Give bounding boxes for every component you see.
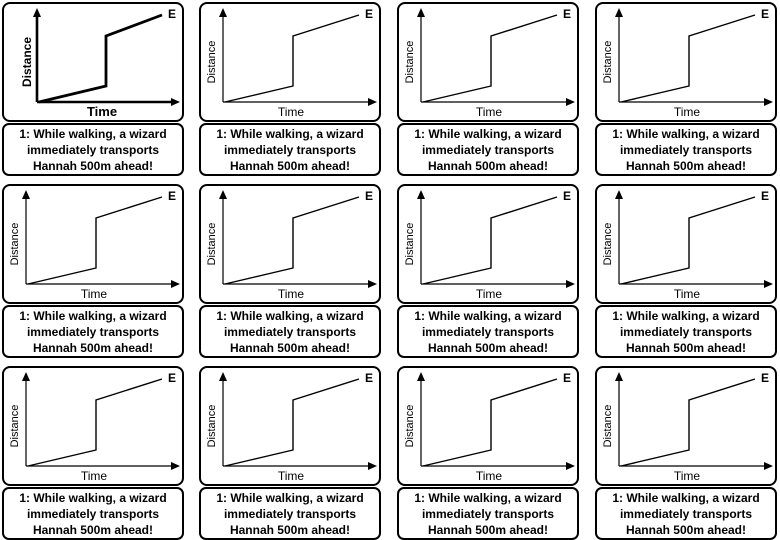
y-axis-label: Distance [602, 41, 614, 84]
graph-panel: E Time Distance [397, 2, 579, 122]
journey-line [422, 14, 558, 103]
end-point-label: E [761, 7, 769, 21]
graph-panel: E Time Distance [199, 2, 381, 122]
end-point-label: E [365, 371, 373, 385]
distance-time-graph: E Time Distance [9, 189, 180, 301]
x-axis-label: Time [476, 469, 503, 483]
journey-line [224, 196, 360, 285]
scenario-caption: 1: While walking, a wizard immediately t… [216, 490, 364, 537]
caption-panel: 1: While walking, a wizard immediately t… [595, 305, 777, 358]
graph-panel: E Time Distance [199, 366, 381, 486]
y-axis-label: Distance [206, 405, 218, 448]
graph-panel: E Time Distance [595, 2, 777, 122]
caption-panel: 1: While walking, a wizard immediately t… [397, 487, 579, 540]
distance-time-graph: E Time Distance [206, 7, 377, 119]
end-point-label: E [563, 189, 571, 203]
x-axis-label: Time [278, 105, 305, 119]
caption-panel: 1: While walking, a wizard immediately t… [595, 487, 777, 540]
y-axis-label: Distance [404, 405, 416, 448]
distance-time-graph: E Time Distance [404, 189, 575, 301]
caption-panel: 1: While walking, a wizard immediately t… [199, 123, 381, 176]
scenario-caption: 1: While walking, a wizard immediately t… [414, 308, 562, 355]
caption-panel: 1: While walking, a wizard immediately t… [2, 305, 184, 358]
distance-time-graph: E Time Distance [602, 189, 773, 301]
scenario-caption: 1: While walking, a wizard immediately t… [19, 490, 167, 537]
end-point-label: E [365, 189, 373, 203]
end-point-label: E [365, 7, 373, 21]
scenario-caption: 1: While walking, a wizard immediately t… [216, 126, 364, 173]
distance-time-graph: E Time Distance [602, 7, 773, 119]
journey-line [27, 196, 163, 285]
y-axis-label: Distance [602, 405, 614, 448]
caption-panel: 1: While walking, a wizard immediately t… [595, 123, 777, 176]
journey-line [620, 196, 756, 285]
caption-panel: 1: While walking, a wizard immediately t… [397, 305, 579, 358]
journey-line [422, 378, 558, 467]
scenario-caption: 1: While walking, a wizard immediately t… [414, 490, 562, 537]
y-axis-label: Distance [404, 223, 416, 266]
scenario-caption: 1: While walking, a wizard immediately t… [19, 126, 167, 173]
x-axis-label: Time [81, 469, 108, 483]
journey-line [27, 378, 163, 467]
end-point-label: E [563, 7, 571, 21]
caption-panel: 1: While walking, a wizard immediately t… [2, 123, 184, 176]
end-point-label: E [168, 189, 176, 203]
caption-panel: 1: While walking, a wizard immediately t… [397, 123, 579, 176]
y-axis-label: Distance [9, 223, 21, 266]
journey-line [620, 14, 756, 103]
graph-panel: E Time Distance [397, 184, 579, 304]
end-point-label: E [761, 189, 769, 203]
y-axis-label: Distance [602, 223, 614, 266]
end-point-label: E [563, 371, 571, 385]
y-axis-label: Distance [206, 223, 218, 266]
graph-panel: E Time Distance [2, 366, 184, 486]
y-axis-label: Distance [9, 405, 21, 448]
x-axis-label: Time [278, 469, 305, 483]
journey-line [620, 378, 756, 467]
x-axis-label: Time [674, 105, 701, 119]
caption-panel: 1: While walking, a wizard immediately t… [199, 305, 381, 358]
x-axis-label: Time [87, 104, 117, 119]
y-axis-label: Distance [20, 37, 34, 87]
x-axis-label: Time [674, 469, 701, 483]
x-axis-label: Time [278, 287, 305, 301]
journey-line [224, 378, 360, 467]
graph-panel: E Time Distance [397, 366, 579, 486]
distance-time-graph: E Time Distance [20, 7, 180, 119]
scenario-caption: 1: While walking, a wizard immediately t… [414, 126, 562, 173]
scenario-caption: 1: While walking, a wizard immediately t… [216, 308, 364, 355]
x-axis-label: Time [476, 287, 503, 301]
y-axis-label: Distance [206, 41, 218, 84]
x-axis-label: Time [674, 287, 701, 301]
journey-line [422, 196, 558, 285]
graph-panel: E Time Distance [595, 184, 777, 304]
scenario-caption: 1: While walking, a wizard immediately t… [19, 308, 167, 355]
scenario-caption: 1: While walking, a wizard immediately t… [612, 308, 760, 355]
distance-time-graph: E Time Distance [602, 371, 773, 483]
distance-time-graph: E Time Distance [206, 371, 377, 483]
scenario-caption: 1: While walking, a wizard immediately t… [612, 490, 760, 537]
scenario-caption: 1: While walking, a wizard immediately t… [612, 126, 760, 173]
end-point-label: E [168, 371, 176, 385]
end-point-label: E [761, 371, 769, 385]
distance-time-graph: E Time Distance [404, 371, 575, 483]
y-axis-label: Distance [404, 41, 416, 84]
journey-line [224, 14, 360, 103]
graph-panel: E Time Distance [595, 366, 777, 486]
graph-panel: E Time Distance [199, 184, 381, 304]
distance-time-graph: E Time Distance [9, 371, 180, 483]
caption-panel: 1: While walking, a wizard immediately t… [199, 487, 381, 540]
graph-panel: E Time Distance [2, 184, 184, 304]
distance-time-graph: E Time Distance [404, 7, 575, 119]
distance-time-graph: E Time Distance [206, 189, 377, 301]
journey-line [38, 13, 163, 104]
end-point-label: E [168, 7, 176, 21]
graph-panel: E Time Distance [2, 2, 184, 122]
x-axis-label: Time [81, 287, 108, 301]
caption-panel: 1: While walking, a wizard immediately t… [2, 487, 184, 540]
x-axis-label: Time [476, 105, 503, 119]
